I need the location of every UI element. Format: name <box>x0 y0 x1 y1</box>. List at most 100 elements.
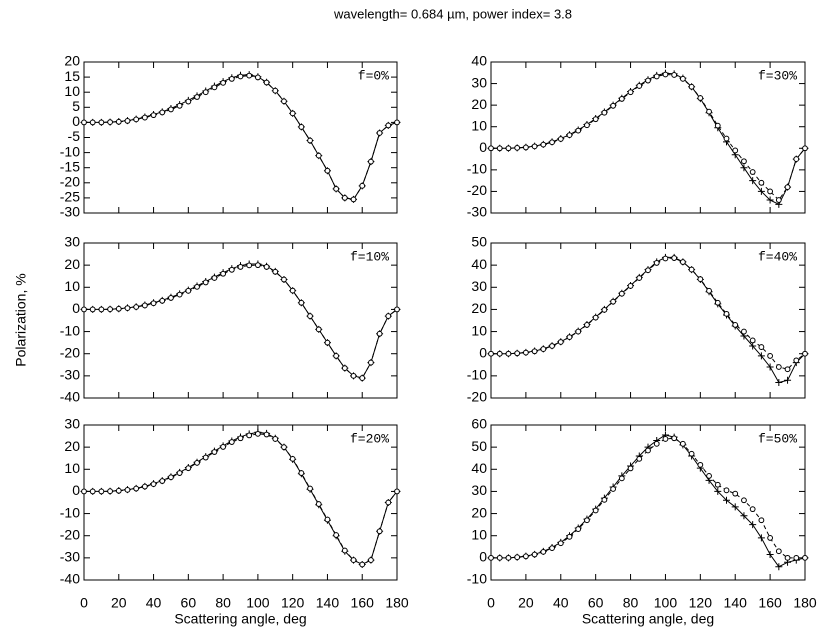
x-tick-label: 60 <box>181 595 197 611</box>
marker-circle <box>706 287 712 294</box>
x-tick-label: 160 <box>758 595 782 611</box>
marker-plus <box>757 534 765 542</box>
y-tick-label: -20 <box>60 344 80 360</box>
marker-circle <box>281 276 287 283</box>
marker-circle <box>749 506 756 513</box>
y-tick-label: -10 <box>467 571 487 587</box>
panel-label: f=50% <box>758 431 797 446</box>
marker-circle <box>289 455 296 462</box>
y-tick-label: -10 <box>60 322 80 338</box>
panel: -40 -30 -20 -10 0 10 20 30 f=10% <box>60 234 401 405</box>
marker-circle <box>307 313 313 319</box>
marker-circle <box>141 114 148 121</box>
marker-circle <box>315 152 322 159</box>
marker-circle <box>368 557 374 563</box>
y-tick-label: -20 <box>60 526 80 542</box>
y-tick-label: 0 <box>479 139 487 155</box>
marker-circle <box>714 299 721 306</box>
marker-circle <box>246 262 253 269</box>
y-tick-label: -40 <box>60 389 80 405</box>
marker-circle <box>194 459 200 466</box>
marker-circle <box>298 299 305 306</box>
figure-title: wavelength= 0.684 µm, power index= 3.8 <box>333 6 572 21</box>
marker-circle <box>714 122 721 129</box>
marker-circle <box>228 439 235 445</box>
marker-circle <box>679 440 686 447</box>
marker-circle <box>627 89 634 96</box>
marker-circle <box>124 117 131 124</box>
marker-circle <box>732 322 739 328</box>
marker-circle <box>671 435 678 442</box>
marker-circle <box>272 268 279 275</box>
marker-circle <box>610 102 617 109</box>
marker-circle <box>802 145 808 152</box>
marker-circle <box>775 364 782 370</box>
marker-circle <box>531 348 538 355</box>
x-tick-label: 0 <box>487 595 495 611</box>
plot-frame <box>83 424 398 581</box>
marker-plus <box>714 487 722 495</box>
marker-circle <box>671 255 678 261</box>
y-tick-label: 20 <box>471 300 487 316</box>
marker-circle <box>488 145 494 152</box>
y-tick-label: -30 <box>60 204 80 220</box>
marker-circle <box>793 554 800 561</box>
marker-circle <box>359 182 366 189</box>
marker-circle <box>653 440 660 447</box>
marker-circle <box>566 533 573 540</box>
x-tick-label: 40 <box>146 595 162 611</box>
marker-circle <box>784 366 791 373</box>
marker-circle <box>741 158 747 165</box>
x-tick-label: 100 <box>654 595 678 611</box>
marker-circle <box>557 136 564 142</box>
marker-circle <box>341 547 348 554</box>
marker-circle <box>531 551 538 558</box>
marker-circle <box>688 83 695 90</box>
marker-circle <box>385 499 392 506</box>
marker-plus <box>766 551 774 559</box>
marker-circle <box>385 313 392 319</box>
y-tick-label: 10 <box>64 278 80 294</box>
marker-circle <box>81 306 87 313</box>
marker-circle <box>575 328 582 335</box>
marker-circle <box>697 276 704 282</box>
marker-circle <box>168 106 174 113</box>
y-tick-label: 0 <box>479 344 487 360</box>
panel: -20 -10 0 10 20 30 40 50 f=40% <box>467 234 809 405</box>
y-tick-label: 20 <box>64 438 80 454</box>
y-tick-label: -10 <box>60 143 80 159</box>
y-tick-label: -10 <box>467 367 487 383</box>
marker-circle <box>115 305 122 312</box>
y-tick-label: 30 <box>471 278 487 294</box>
marker-circle <box>802 554 808 561</box>
marker-plus <box>749 177 757 185</box>
marker-circle <box>81 119 87 126</box>
y-tick-label: 10 <box>471 526 487 542</box>
y-tick-label: -25 <box>60 189 80 205</box>
marker-circle <box>741 328 747 335</box>
marker-circle <box>333 185 340 192</box>
marker-circle <box>549 343 555 349</box>
series-line <box>84 431 398 566</box>
y-tick-label: -30 <box>467 204 487 220</box>
marker-circle <box>368 359 374 366</box>
marker-circle <box>697 95 704 101</box>
marker-circle <box>159 478 166 484</box>
marker-circle <box>263 79 270 86</box>
marker-circle <box>496 350 503 357</box>
marker-circle <box>133 116 140 123</box>
marker-circle <box>618 95 625 102</box>
marker-circle <box>333 532 340 538</box>
marker-circle <box>394 488 400 495</box>
marker-circle <box>601 306 608 313</box>
marker-circle <box>662 436 669 442</box>
y-tick-label: -30 <box>60 549 80 565</box>
marker-circle <box>89 306 96 313</box>
marker-circle <box>610 298 617 305</box>
y-tick-label: 40 <box>471 460 487 476</box>
marker-plus <box>740 164 748 172</box>
marker-circle <box>350 196 357 203</box>
marker-circle <box>767 535 774 541</box>
x-tick-label: 120 <box>689 595 713 611</box>
